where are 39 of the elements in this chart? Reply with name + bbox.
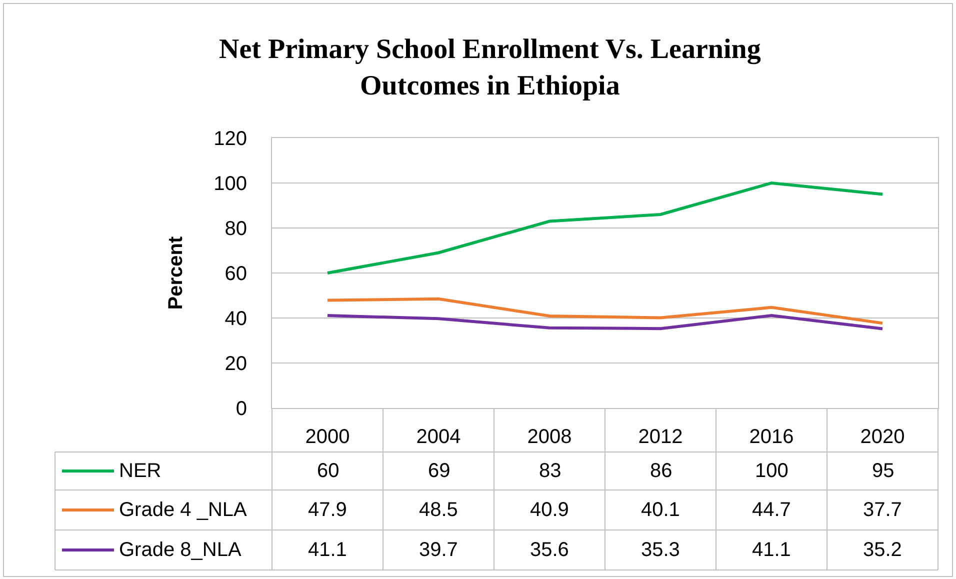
data-label: 60 [317, 460, 340, 482]
data-label: 41.1 [308, 539, 347, 561]
data-label: 69 [428, 460, 450, 482]
x-tick-label: 2012 [638, 426, 683, 448]
legend-label: Grade 8_NLA [119, 539, 242, 561]
legend-label: NER [119, 460, 162, 482]
data-label: 39.7 [419, 539, 458, 561]
data-label: 47.9 [308, 499, 347, 521]
y-tick-label: 40 [224, 308, 247, 330]
y-tick-label: 120 [214, 128, 247, 150]
line-series [326, 314, 884, 330]
line-series [326, 182, 884, 274]
chart-title: Net Primary School Enrollment Vs. Learning Outcomes in Ethiopia [219, 34, 761, 102]
x-tick-label: 2020 [860, 426, 905, 448]
x-tick-label: 2016 [749, 426, 794, 448]
x-tick-label: 2004 [416, 426, 461, 448]
x-tick-label: 2000 [305, 426, 350, 448]
data-label: 100 [755, 460, 788, 482]
data-label: 37.7 [863, 499, 902, 521]
data-label: 41.1 [752, 539, 791, 561]
data-label: 40.1 [641, 499, 680, 521]
y-tick-label: 20 [224, 353, 247, 375]
y-axis-title: Percent [165, 236, 188, 310]
y-tick-label: 80 [224, 218, 247, 240]
y-tick-label: 0 [236, 398, 247, 420]
data-label: 35.3 [641, 539, 680, 561]
line-series [326, 297, 884, 325]
y-tick-label: 100 [214, 173, 247, 195]
data-label: 83 [539, 460, 562, 482]
data-label: 44.7 [752, 499, 791, 521]
data-label: 40.9 [530, 499, 569, 521]
data-label: 35.2 [863, 539, 902, 561]
x-tick-label: 2008 [527, 426, 572, 448]
y-tick-label: 60 [224, 263, 247, 285]
legend-label: Grade 4 _NLA [119, 499, 248, 521]
data-label: 86 [650, 460, 672, 482]
data-label: 48.5 [419, 499, 458, 521]
data-label: 95 [872, 460, 894, 482]
data-label: 35.6 [530, 539, 569, 561]
